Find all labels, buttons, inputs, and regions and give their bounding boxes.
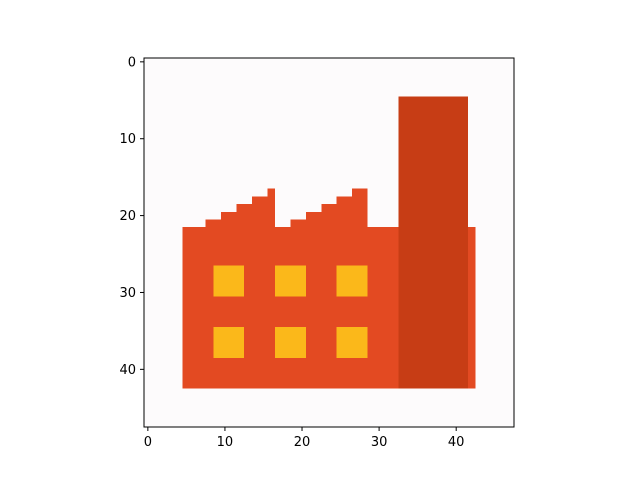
y-tick-label: 0 bbox=[128, 55, 136, 70]
window bbox=[275, 327, 306, 358]
roof-step bbox=[290, 219, 306, 228]
axes-frame bbox=[143, 57, 515, 428]
roof-step bbox=[221, 211, 237, 228]
y-axis: 0 10 20 30 40 bbox=[119, 55, 144, 378]
roof-step bbox=[251, 196, 268, 228]
y-tick-label: 20 bbox=[119, 209, 136, 224]
y-tick-label: 30 bbox=[119, 286, 136, 301]
y-tick-label: 10 bbox=[119, 132, 136, 147]
roof-step bbox=[305, 211, 322, 228]
x-tick-label: 20 bbox=[294, 435, 311, 450]
window bbox=[213, 265, 245, 297]
x-tick-label: 40 bbox=[448, 435, 465, 450]
window bbox=[213, 327, 245, 358]
roof-step bbox=[205, 219, 222, 228]
chimney-side bbox=[467, 227, 476, 389]
roof-step bbox=[321, 204, 337, 228]
roof-step bbox=[236, 204, 252, 228]
window bbox=[275, 265, 306, 297]
roof-step bbox=[267, 188, 276, 228]
x-tick-label: 0 bbox=[144, 435, 152, 450]
roof-step bbox=[352, 188, 368, 228]
x-axis: 0 10 20 30 40 bbox=[144, 427, 465, 450]
image-pixels bbox=[144, 58, 514, 427]
y-tick-label: 40 bbox=[119, 363, 136, 378]
x-tick-label: 10 bbox=[217, 435, 234, 450]
building-body bbox=[182, 227, 399, 389]
chimney bbox=[398, 96, 468, 389]
x-tick-label: 30 bbox=[371, 435, 388, 450]
window bbox=[336, 265, 368, 297]
roof-step bbox=[336, 196, 353, 228]
window bbox=[336, 327, 368, 358]
